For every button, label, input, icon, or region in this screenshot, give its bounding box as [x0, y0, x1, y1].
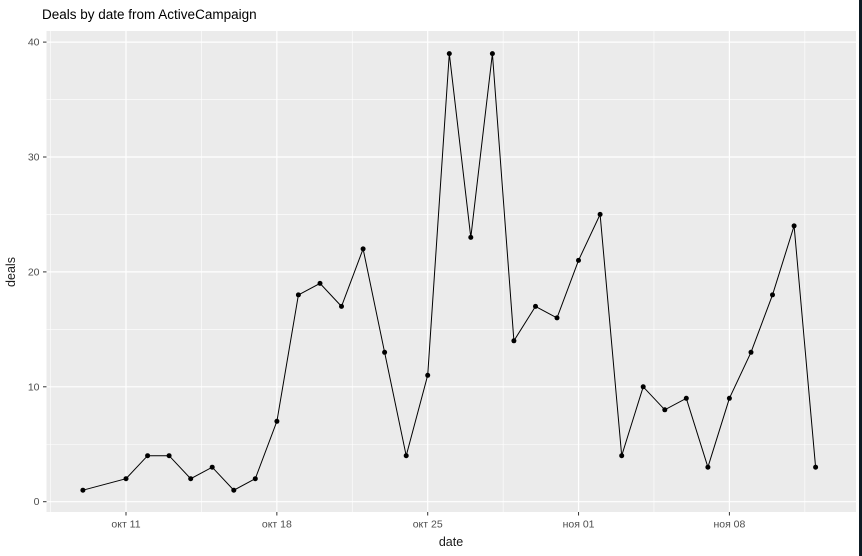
x-axis-title: date: [439, 535, 463, 549]
chart-title: Deals by date from ActiveCampaign: [42, 7, 257, 22]
y-tick-label: 30: [28, 152, 40, 164]
y-tick-label: 40: [28, 37, 40, 49]
data-point: [425, 372, 431, 378]
data-point: [576, 257, 581, 263]
data-point: [295, 292, 301, 298]
data-point: [748, 349, 754, 355]
data-point: [166, 453, 172, 459]
data-point: [382, 349, 388, 355]
data-point: [770, 292, 775, 298]
data-point: [209, 464, 215, 470]
data-point: [489, 51, 495, 57]
data-point: [145, 453, 151, 459]
data-point: [597, 211, 603, 217]
series-line: [82, 53, 817, 491]
data-point: [619, 453, 625, 459]
data-point: [705, 464, 711, 470]
data-point: [726, 395, 732, 401]
x-tick-label: ноя 08: [713, 519, 745, 531]
data-point: [640, 384, 646, 390]
y-tick-label: 0: [34, 496, 40, 508]
data-point: [123, 476, 129, 482]
data-point: [274, 418, 280, 424]
x-tick-label: окт 18: [262, 519, 292, 531]
window-right-border: [859, 0, 862, 556]
y-axis-title: deals: [4, 257, 18, 287]
data-point: [252, 476, 258, 482]
data-point: [533, 303, 538, 309]
data-point: [188, 476, 194, 482]
data-point: [403, 453, 409, 459]
data-point: [231, 487, 237, 493]
x-tick-label: окт 25: [413, 519, 443, 531]
data-point: [80, 487, 86, 493]
x-tick-label: ноя 01: [563, 519, 595, 531]
x-tick-label: окт 11: [111, 519, 140, 531]
y-tick-label: 20: [28, 266, 40, 278]
data-point: [791, 223, 797, 229]
data-point: [360, 246, 366, 252]
plot-panel: [46, 31, 856, 512]
data-point: [813, 464, 819, 470]
axes: 0 10 20 30 40 окт 11 окт 18 окт 25 ноя 01 ноя 08: [28, 37, 746, 531]
data-point: [554, 315, 560, 321]
y-tick-label: 10: [28, 381, 40, 393]
data-point: [511, 338, 517, 344]
data-point: [339, 303, 344, 309]
data-point: [317, 280, 323, 286]
data-point: [446, 51, 452, 57]
data-point: [468, 234, 474, 240]
data-point: [683, 395, 689, 401]
data-point: [662, 407, 668, 413]
